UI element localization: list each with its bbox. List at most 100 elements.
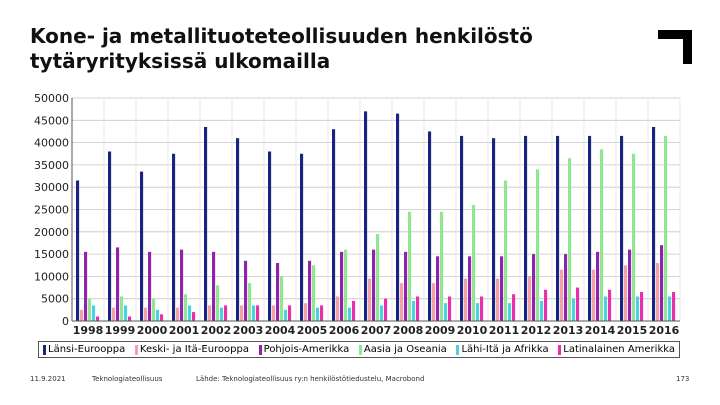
bar xyxy=(404,251,408,321)
legend-label: Länsi-Eurooppa xyxy=(48,344,126,355)
bar xyxy=(84,251,88,321)
bar xyxy=(476,303,480,321)
bar xyxy=(672,292,676,321)
bar xyxy=(628,249,632,321)
bar xyxy=(460,135,464,321)
bar xyxy=(312,265,316,321)
chart-legend: Länsi-Eurooppa Keski- ja Itä-Eurooppa Pohj… xyxy=(38,341,680,358)
y-tick-label: 25000 xyxy=(34,204,69,217)
legend-item: Keski- ja Itä-Eurooppa xyxy=(134,344,249,355)
bar xyxy=(472,205,476,321)
footer-organization: Teknologiateollisuus xyxy=(92,375,163,383)
bar xyxy=(120,296,124,321)
bar xyxy=(524,135,528,321)
bar xyxy=(384,298,388,321)
bar xyxy=(544,289,548,321)
bar xyxy=(500,256,504,321)
bar xyxy=(144,307,148,321)
y-tick-label: 0 xyxy=(62,315,69,328)
legend-item: Lähi-Itä ja Afrikka xyxy=(456,344,549,355)
bar xyxy=(124,305,128,321)
x-tick-label: 2012 xyxy=(521,324,552,337)
legend-swatch xyxy=(43,344,46,355)
legend-swatch xyxy=(258,344,262,355)
bar xyxy=(156,309,160,321)
legend-item: Länsi-Eurooppa xyxy=(43,344,125,355)
bar xyxy=(640,292,644,321)
bar xyxy=(436,256,440,321)
bar xyxy=(268,151,272,321)
bar xyxy=(112,307,116,321)
bar xyxy=(220,307,224,321)
x-tick-label: 2010 xyxy=(457,324,488,337)
bar xyxy=(176,307,180,321)
bar xyxy=(316,307,320,321)
bar xyxy=(336,296,340,321)
bar xyxy=(184,294,188,321)
bar xyxy=(304,303,308,321)
x-tick-label: 2011 xyxy=(489,324,520,337)
bar xyxy=(236,138,240,321)
bar xyxy=(620,135,624,321)
corner-bracket-logo-icon xyxy=(658,30,692,64)
y-tick-label: 30000 xyxy=(34,181,69,194)
bar xyxy=(180,249,184,321)
bar xyxy=(492,138,496,321)
bar xyxy=(416,296,420,321)
bar xyxy=(92,305,96,321)
bar xyxy=(444,303,448,321)
bar xyxy=(656,263,660,321)
y-tick-label: 20000 xyxy=(34,226,69,239)
bar xyxy=(396,113,400,321)
x-tick-label: 2009 xyxy=(425,324,456,337)
x-tick-label: 2016 xyxy=(649,324,680,337)
page-number: 173 xyxy=(676,375,690,383)
bar xyxy=(380,305,384,321)
bar xyxy=(668,296,672,321)
bar xyxy=(288,305,292,321)
bar xyxy=(248,283,252,321)
bar xyxy=(108,151,112,321)
bar xyxy=(244,260,248,321)
bar xyxy=(224,305,228,321)
legend-label: Keski- ja Itä-Eurooppa xyxy=(139,344,249,355)
legend-label: Latinalainen Amerikka xyxy=(563,344,675,355)
y-tick-label: 35000 xyxy=(34,159,69,172)
bar xyxy=(540,300,544,321)
bar xyxy=(340,251,344,321)
footer-source: Lähde: Teknologiateollisuus ry:n henkilö… xyxy=(196,375,425,383)
bar xyxy=(652,126,656,322)
bar xyxy=(412,300,416,321)
bar xyxy=(208,305,212,321)
bar xyxy=(240,305,244,321)
legend-swatch xyxy=(134,344,138,355)
y-tick-label: 15000 xyxy=(34,248,69,261)
bar xyxy=(352,300,356,321)
bar xyxy=(204,126,208,322)
bar xyxy=(608,289,612,321)
bar xyxy=(448,296,452,321)
bar xyxy=(252,305,256,321)
bar xyxy=(400,283,404,321)
y-tick-label: 45000 xyxy=(34,114,69,127)
bar xyxy=(532,254,536,321)
bar xyxy=(428,131,432,321)
bar xyxy=(576,287,580,321)
bar xyxy=(88,298,92,321)
bar xyxy=(496,278,500,321)
bar xyxy=(480,296,484,321)
bar xyxy=(284,309,288,321)
x-tick-label: 2004 xyxy=(265,324,296,337)
bar-chart: 0 5000 10000 15000 20000 25000 30000 35000 40000… xyxy=(34,92,681,337)
y-tick-label: 40000 xyxy=(34,137,69,150)
bar xyxy=(624,265,628,321)
bar xyxy=(408,211,412,321)
x-tick-label: 2006 xyxy=(329,324,360,337)
slide-title: Kone- ja metallituoteteollisuuden henkil… xyxy=(30,24,533,73)
bar xyxy=(664,135,668,321)
x-tick-label: 2014 xyxy=(585,324,616,337)
x-tick-label: 1998 xyxy=(73,324,104,337)
bar xyxy=(116,247,120,321)
legend-label: Lähi-Itä ja Afrikka xyxy=(461,344,549,355)
x-tick-label: 2002 xyxy=(201,324,232,337)
